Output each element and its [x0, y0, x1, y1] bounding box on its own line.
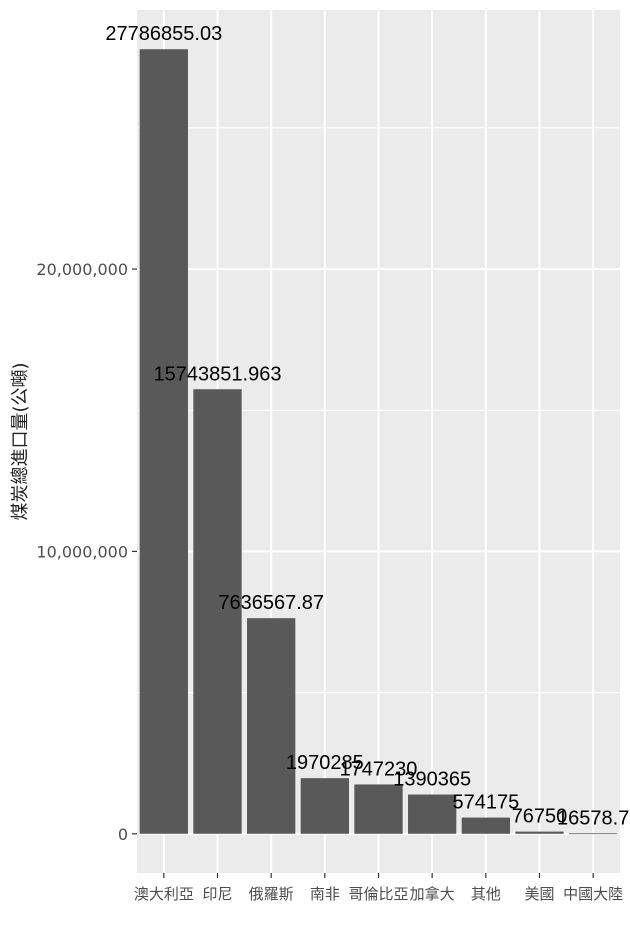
data-label: 27786855.03: [105, 23, 222, 45]
x-tick-label: 俄羅斯: [249, 885, 294, 903]
bar-3: [247, 618, 296, 834]
y-axis-title: 煤炭總進口量(公噸): [10, 362, 31, 520]
data-label: 1390365: [393, 769, 471, 791]
data-labels: 27786855.03 15743851.963 7636567.87 1970285…: [105, 23, 629, 829]
y-axis: 0 10,000,000 20,000,000: [36, 260, 137, 844]
data-label: 16578.7: [557, 807, 629, 829]
x-tick-label: 美國: [524, 885, 554, 903]
bar-7: [461, 817, 510, 834]
x-tick-label: 加拿大: [410, 885, 455, 903]
x-tick-label: 印尼: [202, 885, 232, 903]
data-label: 1747230: [340, 758, 418, 780]
x-tick-label: 中國大陸: [563, 885, 623, 903]
bar-1: [139, 49, 188, 834]
bar-9: [569, 833, 618, 835]
data-label: 15743851.963: [154, 363, 282, 385]
x-tick-label: 其他: [471, 885, 501, 903]
bar-5: [354, 784, 403, 834]
y-tick-label: 0: [118, 825, 128, 844]
x-tick-label: 南非: [310, 885, 340, 903]
data-label: 7636567.87: [218, 592, 324, 614]
data-label: 76750: [512, 806, 568, 828]
bar-8: [515, 831, 564, 834]
x-axis: 澳大利亞 印尼 俄羅斯 南非 哥倫比亞 加拿大 其他 美國 中國大陸: [134, 873, 623, 903]
bar-6: [408, 794, 457, 834]
x-tick-label: 哥倫比亞: [348, 885, 408, 903]
bars: [139, 49, 618, 835]
bar-4: [300, 778, 349, 834]
data-label: 574175: [452, 792, 519, 814]
y-tick-label: 20,000,000: [36, 260, 128, 279]
x-tick-label: 澳大利亞: [134, 885, 194, 903]
bar-2: [193, 389, 242, 834]
data-label: 1970285: [286, 752, 364, 774]
y-tick-label: 10,000,000: [36, 542, 128, 561]
